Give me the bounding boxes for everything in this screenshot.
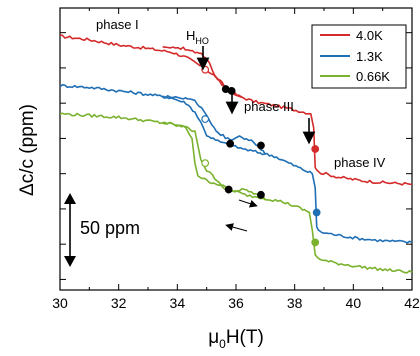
data-point-1-3k (257, 141, 265, 150)
annotation-hho-sub: HO (195, 36, 209, 46)
x-axis-title: μ0H(T) (208, 327, 264, 351)
annotation-hho: HHO (186, 28, 209, 46)
x-tick-label: 30 (52, 295, 68, 311)
x-axis-title-sub: 0 (219, 337, 226, 351)
x-tick-label: 36 (228, 295, 244, 311)
scale-bar-top-head (64, 193, 76, 204)
y-axis (60, 32, 412, 280)
scale-bar-label: 50 ppm (80, 218, 140, 238)
data-point-1-3k (312, 208, 321, 217)
data-point-0-66k (201, 159, 210, 168)
annotation-phase-iv: phase IV (334, 155, 386, 170)
data-point-0-66k (224, 185, 233, 194)
annotation-phase-i: phase I (96, 17, 139, 32)
x-tick-label: 40 (346, 295, 362, 311)
series-line-down-0-66k (162, 121, 266, 200)
x-axis-title-mu: μ (208, 327, 219, 348)
annotation-phase-iii: phase III (244, 99, 294, 114)
legend-label-0-66k: 0.66K (356, 69, 390, 84)
x-axis: 30 32 34 36 38 40 42 (52, 8, 420, 311)
x-tick-label: 42 (404, 295, 420, 311)
sweep-up-arrow (238, 199, 258, 208)
series-line-1-3k (59, 84, 413, 244)
legend: 4.0K 1.3K 0.66K (311, 24, 407, 89)
x-tick-label: 38 (287, 295, 303, 311)
annotation-hho-main: H (186, 28, 195, 43)
scale-bar-bottom-head (64, 256, 76, 267)
legend-label-1-3k: 1.3K (356, 49, 383, 64)
data-point-4-0k (201, 65, 210, 74)
x-tick-label: 34 (170, 295, 186, 311)
data-point-0-66k (311, 238, 320, 247)
x-tick-label: 32 (111, 295, 127, 311)
sweep-down-arrow (225, 223, 248, 232)
data-point-4-0k (311, 145, 320, 153)
x-axis-title-rest: H(T) (226, 327, 264, 348)
data-point-1-3k (201, 115, 210, 123)
data-point-0-66k (257, 190, 265, 199)
legend-label-4k: 4.0K (356, 28, 383, 43)
y-axis-title: Δc/c (ppm) (17, 104, 38, 196)
data-point-1-3k (226, 139, 235, 148)
marker-layer (201, 65, 321, 247)
series-line-down-1-3k (162, 95, 266, 155)
